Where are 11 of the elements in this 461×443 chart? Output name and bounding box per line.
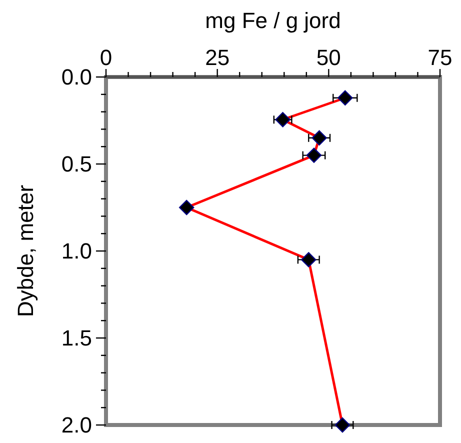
y-axis-title: Dybde, meter — [13, 184, 38, 318]
y-tick-label: 2.0 — [61, 412, 92, 438]
x-tick-label: 75 — [428, 45, 452, 70]
y-tick-label: 1.5 — [61, 326, 92, 351]
x-tick-label: 0 — [100, 45, 112, 70]
x-axis-title: mg Fe / g jord — [205, 8, 341, 33]
y-tick-label: 0.0 — [61, 64, 92, 90]
x-tick-label: 25 — [205, 45, 230, 70]
x-tick-label: 50 — [316, 45, 341, 70]
y-tick-label: 0.5 — [61, 152, 92, 177]
y-tick-label: 1.0 — [61, 238, 92, 264]
